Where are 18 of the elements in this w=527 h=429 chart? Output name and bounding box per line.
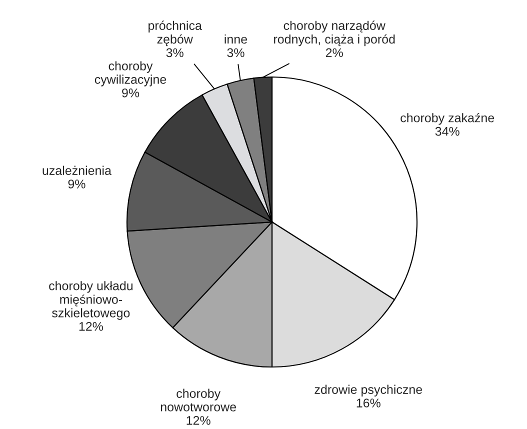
slice-label: choroby układu mięśniowo- szkieletowego	[49, 281, 133, 320]
data-label: 3%	[166, 48, 184, 58]
slice-label: zdrowie psychiczne	[314, 384, 422, 396]
data-label: 12%	[186, 416, 210, 425]
slice-label: próchnica zębów	[148, 20, 202, 46]
slice-label: choroby zakaźne	[400, 112, 494, 125]
slice-label: choroby narządów rodnych, ciąża i poród	[274, 20, 395, 46]
data-label: 9%	[122, 88, 140, 98]
data-label: 2%	[326, 48, 343, 58]
data-label: 16%	[356, 398, 380, 408]
slice-label: choroby nowotworowe	[160, 388, 236, 412]
data-label: 3%	[227, 48, 244, 58]
slice-label: choroby cywilizacyjne	[94, 61, 166, 86]
slice-label: inne	[224, 34, 248, 44]
slice-label: uzależnienia	[42, 166, 112, 175]
data-label: 9%	[68, 180, 86, 188]
data-label: 34%	[435, 126, 460, 136]
data-label: 12%	[79, 322, 104, 331]
